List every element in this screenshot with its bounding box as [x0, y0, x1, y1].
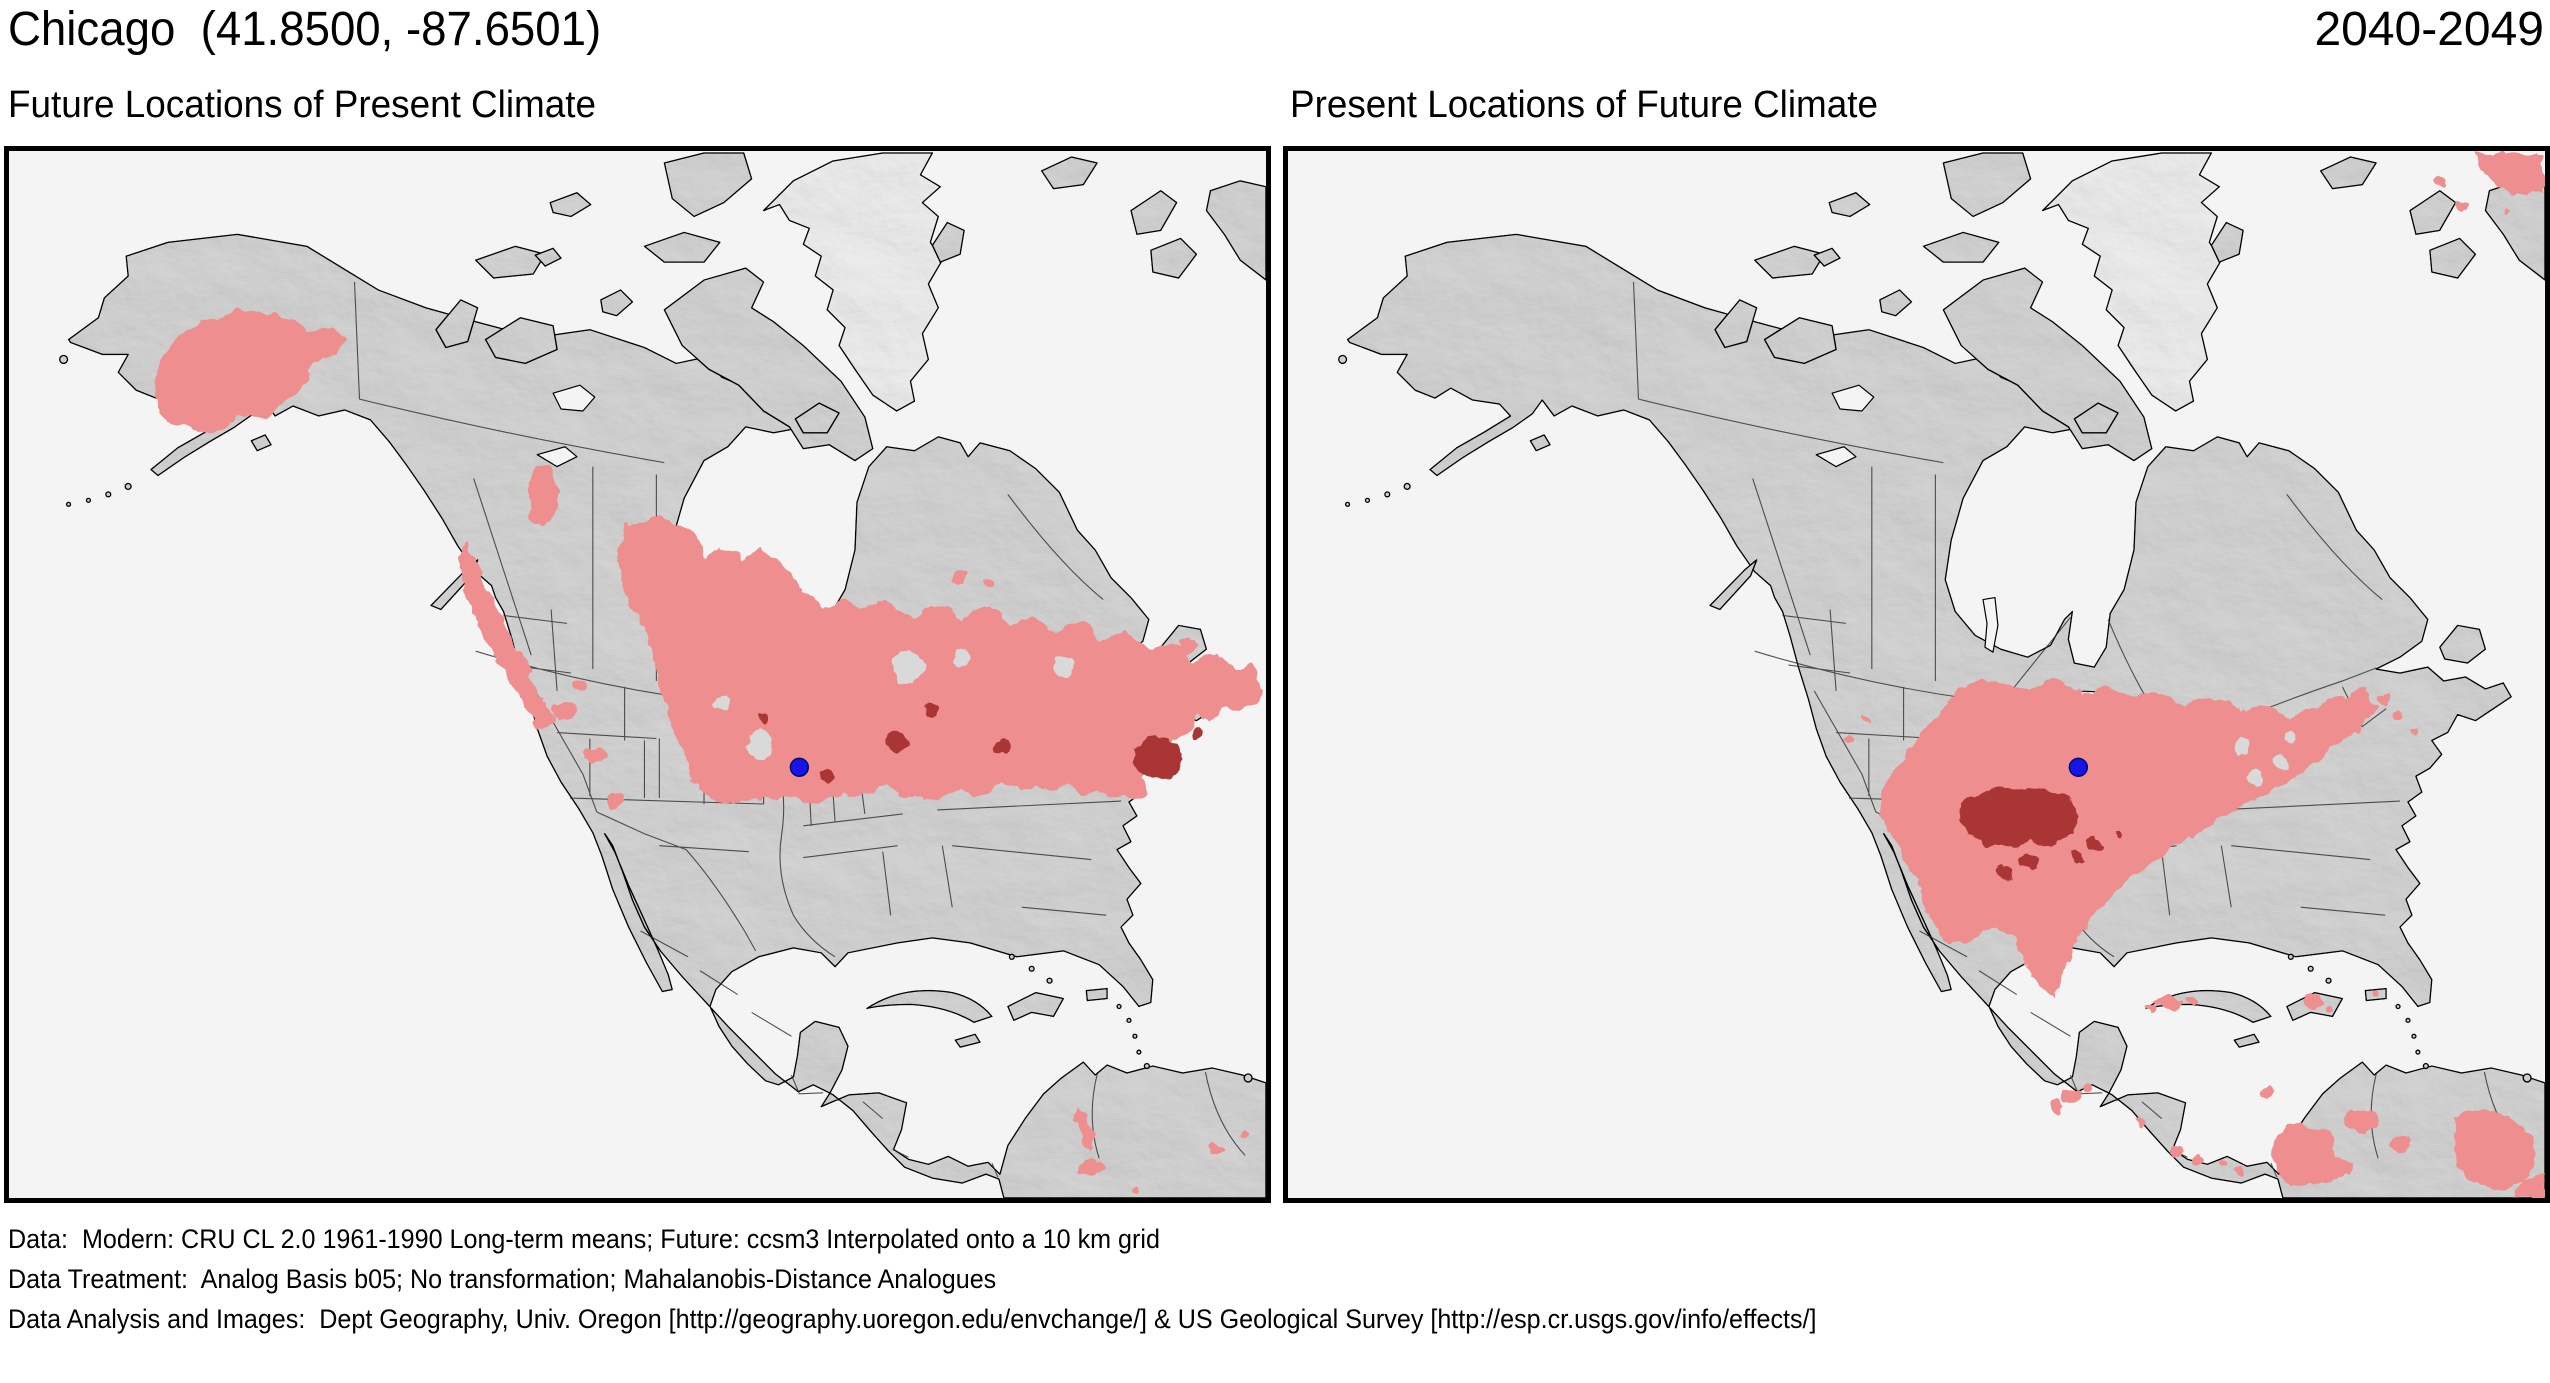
footer-credits-line: Data Analysis and Images: Dept Geography… — [8, 1304, 1817, 1334]
map-future-locations-of-present-climate — [4, 146, 1271, 1203]
analog-region-pink — [1845, 152, 2545, 1198]
left-map-subtitle: Future Locations of Present Climate — [8, 84, 597, 126]
analog-land-gaps — [2233, 729, 2298, 787]
analog-land-gaps — [710, 648, 1075, 757]
map-present-locations-of-future-climate — [1283, 146, 2550, 1203]
footer-data-line: Data: Modern: CRU CL 2.0 1961-1990 Long-… — [8, 1224, 1160, 1254]
analog-region-pink — [155, 310, 1266, 1196]
analog-region-dark — [1960, 788, 2125, 881]
analog-region-dark — [758, 702, 1203, 781]
period-label: 2040-2049 — [2314, 3, 2544, 56]
page-title: Chicago (41.8500, -87.6501) — [8, 3, 602, 56]
chicago-marker-dot — [789, 757, 810, 777]
footer-treatment-line: Data Treatment: Analog Basis b05; No tra… — [8, 1264, 997, 1294]
right-map-subtitle: Present Locations of Future Climate — [1290, 84, 1879, 126]
chicago-marker-dot — [2068, 757, 2089, 777]
